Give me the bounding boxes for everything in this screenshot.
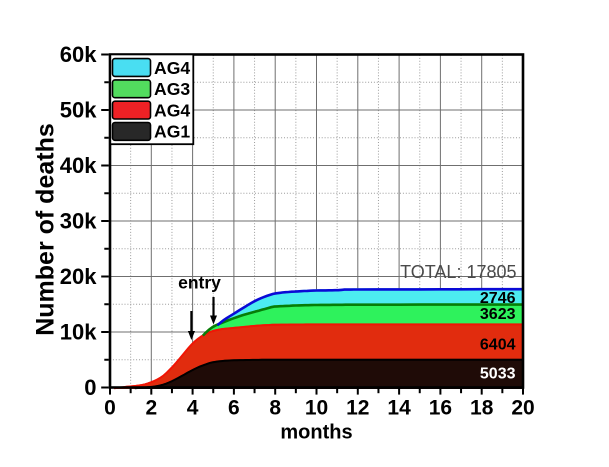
svg-text:50k: 50k [60, 97, 97, 122]
svg-text:2746: 2746 [480, 290, 516, 307]
svg-text:months: months [280, 422, 352, 444]
svg-text:AG4: AG4 [154, 58, 190, 78]
svg-text:Number of deaths: Number of deaths [32, 123, 60, 336]
svg-text:40k: 40k [60, 153, 97, 178]
svg-text:18: 18 [470, 397, 494, 420]
svg-text:20: 20 [511, 397, 534, 420]
svg-text:60k: 60k [60, 42, 97, 67]
svg-text:6404: 6404 [480, 337, 516, 354]
svg-text:10: 10 [305, 397, 328, 420]
svg-text:16: 16 [429, 397, 452, 420]
svg-text:AG3: AG3 [154, 79, 190, 99]
svg-text:entry: entry [178, 273, 221, 293]
svg-text:4: 4 [187, 397, 199, 420]
svg-text:12: 12 [346, 397, 369, 420]
svg-text:AG4: AG4 [154, 100, 190, 120]
svg-text:30k: 30k [60, 208, 97, 233]
svg-text:0: 0 [104, 397, 116, 420]
svg-text:20k: 20k [60, 264, 97, 289]
svg-text:5033: 5033 [480, 366, 516, 383]
svg-text:6: 6 [228, 397, 240, 420]
svg-text:14: 14 [387, 397, 411, 420]
svg-text:0: 0 [84, 375, 96, 400]
svg-text:3623: 3623 [480, 306, 516, 323]
svg-text:8: 8 [269, 397, 281, 420]
svg-text:AG1: AG1 [154, 122, 190, 142]
svg-text:2: 2 [145, 397, 157, 420]
svg-text:TOTAL: 17805: TOTAL: 17805 [400, 262, 516, 282]
svg-text:10k: 10k [60, 319, 97, 344]
